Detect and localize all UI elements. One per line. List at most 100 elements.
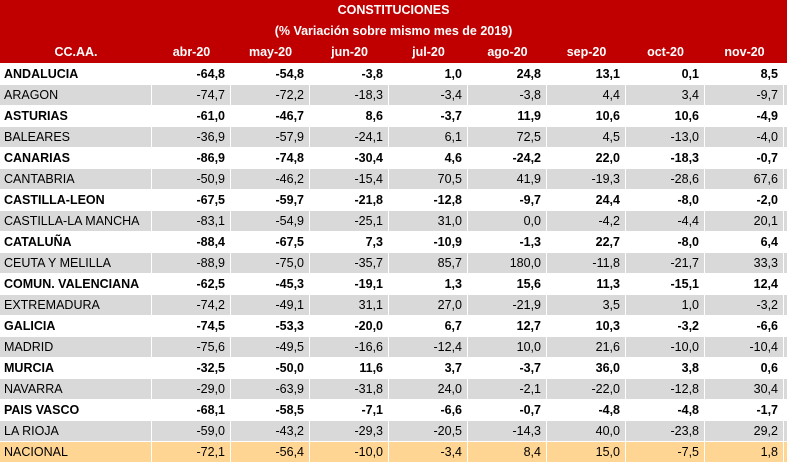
value-cell: -54,9 <box>231 211 310 231</box>
value-cell: -58,5 <box>231 400 310 420</box>
value-cell: 22,7 <box>547 232 626 252</box>
value-cell: -12,8 <box>389 190 468 210</box>
value-cell: 27,0 <box>389 295 468 315</box>
value-cell: -3,8 <box>468 85 547 105</box>
table-subtitle: (% Variación sobre mismo mes de 2019) <box>274 24 513 38</box>
value-cell: 22,0 <box>547 148 626 168</box>
region-name-cell: ANDALUCIA <box>0 64 152 84</box>
value-cell: -8,0 <box>626 190 705 210</box>
value-cell: 10,6 <box>547 106 626 126</box>
value-cell: -10,4 <box>705 337 784 357</box>
value-cell: -7,5 <box>626 442 705 462</box>
value-cell: -10,0 <box>626 337 705 357</box>
value-cell: 72,5 <box>468 127 547 147</box>
value-cell: -23,8 <box>626 421 705 441</box>
value-cell: -75,6 <box>152 337 231 357</box>
value-cell: 20,1 <box>705 211 784 231</box>
value-cell: -63,9 <box>231 379 310 399</box>
value-cell: -28,6 <box>626 169 705 189</box>
column-header-month: nov-20 <box>724 45 765 59</box>
value-cell: -74,8 <box>231 148 310 168</box>
value-cell: -49,1 <box>231 295 310 315</box>
table-row: MADRID -75,6 -49,5 -16,6 -12,4 10,0 21,6 -10,0-… <box>0 337 787 358</box>
value-cell: -7,1 <box>310 400 389 420</box>
value-cell: 1,8 <box>705 442 784 462</box>
value-cell: 0,0 <box>468 211 547 231</box>
value-cell: -24,1 <box>310 127 389 147</box>
region-name-cell: CANTABRIA <box>0 169 152 189</box>
value-cell: -4,8 <box>626 400 705 420</box>
value-cell: 6,7 <box>389 316 468 336</box>
value-cell: 10,3 <box>547 316 626 336</box>
value-cell: 1,0 <box>389 64 468 84</box>
table-row: EXTREMADURA -74,2 -49,1 31,1 27,0 -21,9 3,5 1,0… <box>0 295 787 316</box>
value-cell: 33,3 <box>705 253 784 273</box>
value-cell: -57,9 <box>231 127 310 147</box>
value-cell: 6,4 <box>705 232 784 252</box>
value-cell: -2,1 <box>468 379 547 399</box>
table-row: CASTILLA-LEON -67,5 -59,7 -21,8 -12,8 -9,7 24,… <box>0 190 787 211</box>
table-title: CONSTITUCIONES <box>337 3 450 17</box>
value-cell: -30,4 <box>310 148 389 168</box>
value-cell: 36,0 <box>547 358 626 378</box>
value-cell: -18,3 <box>310 85 389 105</box>
value-cell: -74,5 <box>152 316 231 336</box>
value-cell: -1,3 <box>468 232 547 252</box>
value-cell: 30,4 <box>705 379 784 399</box>
region-name-cell: BALEARES <box>0 127 152 147</box>
table-row: ANDALUCIA -64,8 -54,8 -3,8 1,0 24,8 13,1 0,1 8,5 <box>0 64 787 85</box>
column-header-month: oct-20 <box>647 45 684 59</box>
value-cell: -3,7 <box>468 358 547 378</box>
value-cell: 3,7 <box>389 358 468 378</box>
table-row: BALEARES -36,9 -57,9 -24,1 6,1 72,5 4,5 -13,0 -4… <box>0 127 787 148</box>
value-cell: 1,0 <box>626 295 705 315</box>
value-cell: -13,0 <box>626 127 705 147</box>
table-row: CASTILLA-LA MANCHA -83,1 -54,9 -25,1 31,0 0,0… <box>0 211 787 232</box>
region-name-cell: PAIS VASCO <box>0 400 152 420</box>
table-row: ARAGON -74,7 -72,2 -18,3 -3,4 -3,8 4,4 3,4 -9,7 <box>0 85 787 106</box>
value-cell: -67,5 <box>152 190 231 210</box>
value-cell: -0,7 <box>468 400 547 420</box>
value-cell: 31,0 <box>389 211 468 231</box>
table-row: CEUTA Y MELILLA -88,9 -75,0 -35,7 85,7 180,0-… <box>0 253 787 274</box>
table-body: ANDALUCIA -64,8 -54,8 -3,8 1,0 24,8 13,1 0,1 8,5… <box>0 64 787 462</box>
value-cell: -21,8 <box>310 190 389 210</box>
value-cell: -86,9 <box>152 148 231 168</box>
value-cell: 3,4 <box>626 85 705 105</box>
value-cell: -1,7 <box>705 400 784 420</box>
value-cell: -74,2 <box>152 295 231 315</box>
value-cell: -20,0 <box>310 316 389 336</box>
region-name-cell: CASTILLA-LA MANCHA <box>0 211 152 231</box>
value-cell: -15,4 <box>310 169 389 189</box>
value-cell: 12,4 <box>705 274 784 294</box>
value-cell: -11,8 <box>547 253 626 273</box>
value-cell: -31,8 <box>310 379 389 399</box>
value-cell: 41,9 <box>468 169 547 189</box>
value-cell: -2,0 <box>705 190 784 210</box>
value-cell: -10,0 <box>310 442 389 462</box>
value-cell: -4,8 <box>547 400 626 420</box>
value-cell: -32,5 <box>152 358 231 378</box>
value-cell: 180,0 <box>468 253 547 273</box>
value-cell: -46,2 <box>231 169 310 189</box>
table-row: COMUN. VALENCIANA -62,5 -45,3 -19,1 1,3 15,6 1… <box>0 274 787 295</box>
value-cell: -64,8 <box>152 64 231 84</box>
value-cell: 24,8 <box>468 64 547 84</box>
region-name-cell: NAVARRA <box>0 379 152 399</box>
value-cell: 4,5 <box>547 127 626 147</box>
value-cell: -59,0 <box>152 421 231 441</box>
region-name-cell: GALICIA <box>0 316 152 336</box>
value-cell: 24,0 <box>389 379 468 399</box>
value-cell: -10,9 <box>389 232 468 252</box>
value-cell: -43,2 <box>231 421 310 441</box>
column-header-month: abr-20 <box>172 45 211 59</box>
column-header-month: ago-20 <box>487 45 528 59</box>
value-cell: -88,4 <box>152 232 231 252</box>
value-cell: -16,6 <box>310 337 389 357</box>
region-name-cell: ASTURIAS <box>0 106 152 126</box>
column-header-ccaa: CC.AA. <box>54 45 98 59</box>
region-name-cell: EXTREMADURA <box>0 295 152 315</box>
value-cell: -50,0 <box>231 358 310 378</box>
value-cell: 0,6 <box>705 358 784 378</box>
table-row: LA RIOJA -59,0 -43,2 -29,3 -20,5 -14,3 40,0 -23… <box>0 421 787 442</box>
